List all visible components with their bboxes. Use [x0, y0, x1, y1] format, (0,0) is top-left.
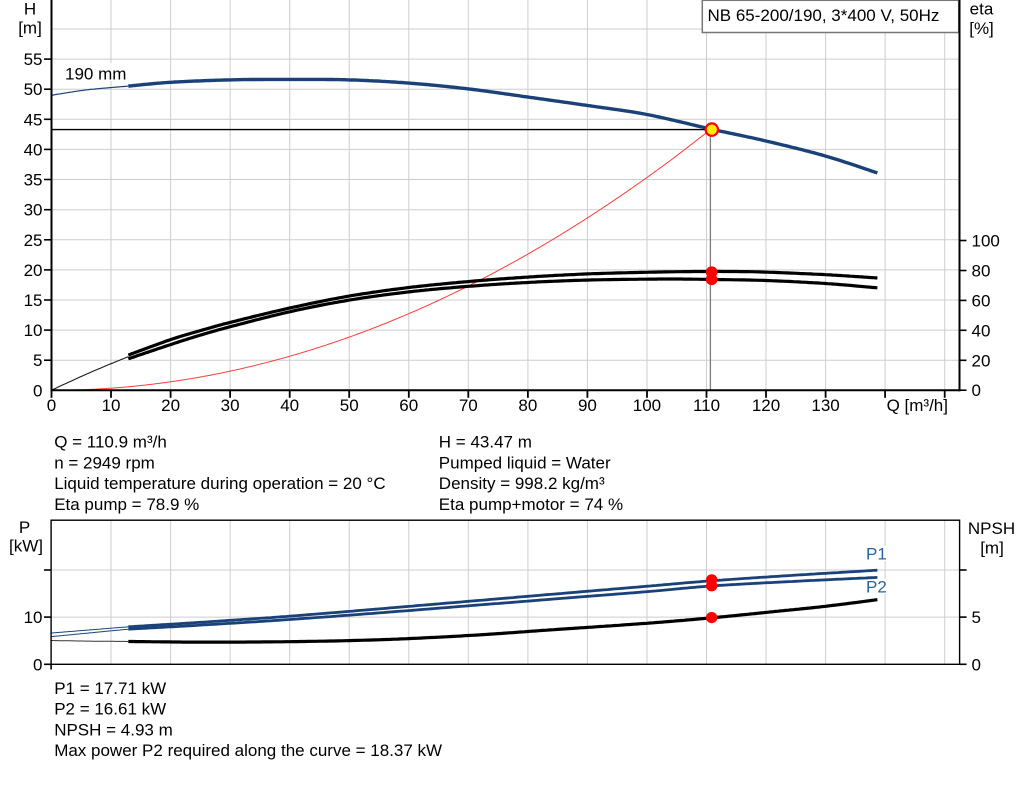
svg-text:0: 0: [47, 396, 56, 415]
svg-text:10: 10: [102, 396, 121, 415]
svg-text:Max power P2 required along th: Max power P2 required along the curve = …: [54, 741, 442, 760]
svg-text:45: 45: [24, 110, 43, 129]
svg-text:15: 15: [24, 291, 43, 310]
svg-text:30: 30: [24, 201, 43, 220]
svg-text:50: 50: [24, 80, 43, 99]
svg-text:Eta pump+motor = 74 %: Eta pump+motor = 74 %: [439, 495, 623, 514]
svg-text:[kW]: [kW]: [9, 537, 43, 556]
svg-text:P: P: [19, 518, 30, 537]
svg-text:P1 = 17.71 kW: P1 = 17.71 kW: [54, 679, 166, 698]
svg-text:55: 55: [24, 50, 43, 69]
svg-text:Density = 998.2 kg/m³: Density = 998.2 kg/m³: [439, 474, 605, 493]
svg-text:80: 80: [972, 261, 991, 280]
svg-text:100: 100: [972, 232, 1000, 251]
svg-text:80: 80: [518, 396, 537, 415]
svg-text:60: 60: [972, 291, 991, 310]
svg-text:20: 20: [161, 396, 180, 415]
svg-text:H: H: [24, 0, 36, 19]
svg-text:P2: P2: [866, 578, 887, 597]
svg-text:35: 35: [24, 171, 43, 190]
svg-text:[%]: [%]: [969, 19, 994, 38]
svg-text:60: 60: [399, 396, 418, 415]
svg-text:130: 130: [811, 396, 839, 415]
svg-text:Eta pump = 78.9 %: Eta pump = 78.9 %: [54, 495, 199, 514]
svg-text:n = 2949 rpm: n = 2949 rpm: [54, 453, 155, 472]
svg-text:10: 10: [24, 321, 43, 340]
svg-text:190 mm: 190 mm: [65, 64, 126, 83]
svg-text:NB 65-200/190, 3*400 V, 50Hz: NB 65-200/190, 3*400 V, 50Hz: [708, 6, 940, 25]
svg-text:25: 25: [24, 231, 43, 250]
svg-text:Q = 110.9 m³/h: Q = 110.9 m³/h: [54, 433, 167, 452]
svg-text:40: 40: [972, 321, 991, 340]
svg-text:NPSH = 4.93 m: NPSH = 4.93 m: [54, 720, 173, 739]
svg-text:70: 70: [459, 396, 478, 415]
svg-text:eta: eta: [970, 0, 994, 19]
svg-text:50: 50: [340, 396, 359, 415]
svg-text:0: 0: [33, 655, 42, 674]
svg-text:P1: P1: [866, 545, 887, 564]
svg-text:20: 20: [24, 261, 43, 280]
svg-text:5: 5: [972, 608, 981, 627]
svg-text:Liquid temperature during oper: Liquid temperature during operation = 20…: [54, 474, 385, 493]
svg-text:Pumped liquid = Water: Pumped liquid = Water: [439, 453, 611, 472]
svg-text:30: 30: [221, 396, 240, 415]
svg-text:20: 20: [972, 351, 991, 370]
svg-text:[m]: [m]: [18, 19, 42, 38]
svg-text:P2 = 16.61 kW: P2 = 16.61 kW: [54, 700, 166, 719]
svg-text:10: 10: [24, 608, 43, 627]
svg-text:0: 0: [33, 381, 42, 400]
svg-text:40: 40: [24, 140, 43, 159]
svg-text:0: 0: [972, 381, 981, 400]
svg-text:NPSH: NPSH: [968, 519, 1015, 538]
svg-text:100: 100: [633, 396, 661, 415]
svg-text:110: 110: [693, 396, 720, 415]
svg-text:5: 5: [33, 351, 42, 370]
svg-text:Q [m³/h]: Q [m³/h]: [887, 396, 948, 415]
svg-text:0: 0: [972, 655, 981, 674]
svg-text:90: 90: [578, 396, 597, 415]
svg-text:120: 120: [752, 396, 780, 415]
svg-text:40: 40: [280, 396, 299, 415]
svg-text:[m]: [m]: [980, 539, 1004, 558]
svg-text:H = 43.47 m: H = 43.47 m: [439, 433, 532, 452]
